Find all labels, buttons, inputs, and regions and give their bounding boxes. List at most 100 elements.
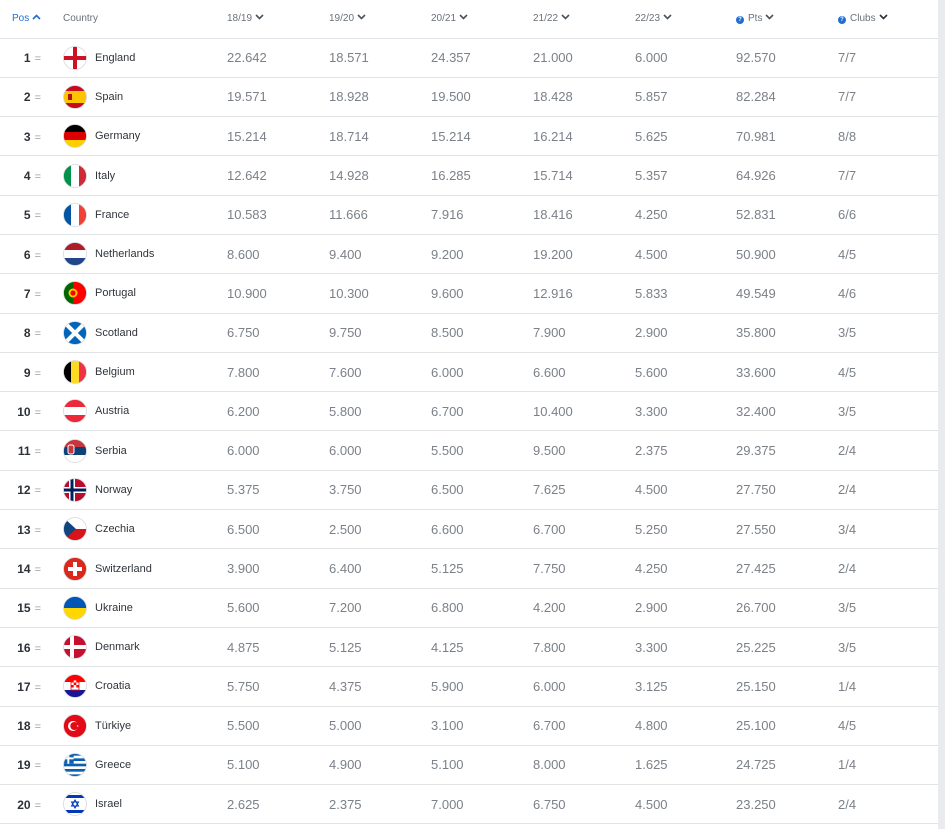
sort-by-season-2021-header[interactable]: 20/21 (421, 0, 523, 39)
country-cell[interactable]: Austria (53, 391, 217, 432)
table-row[interactable]: 19 = Greece 5.100 4.900 5.100 8.000 1.625 24.725… (0, 745, 938, 786)
info-icon[interactable]: ? (838, 16, 846, 25)
country-cell[interactable]: Scotland (53, 313, 217, 353)
portugal-flag-icon (63, 281, 87, 306)
position-number: 18 (17, 719, 31, 734)
table-row[interactable]: 5 = France 10.583 11.666 7.916 18.416 4.250 52.8… (0, 195, 938, 235)
country-cell[interactable]: Serbia (53, 430, 217, 471)
table-row[interactable]: 8 = Scotland 6.750 9.750 8.500 7.900 2.900 35.80… (0, 313, 938, 353)
table-row[interactable]: 9 = Belgium 7.800 7.600 6.000 6.600 5.600 33.600… (0, 352, 938, 393)
country-name[interactable]: France (95, 208, 130, 221)
sort-by-season-1819-header[interactable]: 18/19 (217, 0, 319, 39)
season-score-cell: 5.500 (421, 430, 523, 471)
country-cell[interactable]: Netherlands (53, 234, 217, 275)
table-row[interactable]: 11 = Serbia 6.000 6.000 5.500 9.500 2.375 29.375… (0, 430, 938, 471)
table-row[interactable]: 16 = Denmark 4.875 5.125 4.125 7.800 3.300 25.22… (0, 627, 938, 668)
country-name[interactable]: Austria (95, 405, 130, 418)
country-cell[interactable]: Türkiye (53, 706, 217, 746)
season-header-label: 20/21 (431, 13, 457, 25)
country-name[interactable]: Croatia (95, 680, 131, 693)
country-cell[interactable]: Switzerland (53, 548, 217, 589)
unchanged-icon: = (34, 53, 41, 66)
country-cell[interactable]: Denmark (53, 627, 217, 668)
country-name[interactable]: England (95, 51, 136, 64)
country-name[interactable]: Serbia (95, 444, 127, 457)
sort-by-pts-header[interactable]: ? Pts (728, 0, 830, 39)
season-score-cell: 18.571 (319, 38, 421, 78)
clubs-cell: 8/8 (830, 116, 938, 157)
country-cell[interactable]: Croatia (53, 666, 217, 707)
country-name[interactable]: Italy (95, 169, 116, 182)
season-score-cell: 18.416 (523, 195, 625, 235)
country-name[interactable]: Czechia (95, 523, 135, 536)
table-row[interactable]: 6 = Netherlands 8.600 9.400 9.200 19.200 4.500 5… (0, 234, 938, 275)
season-score-cell: 10.400 (523, 391, 625, 432)
country-name[interactable]: Germany (95, 130, 141, 143)
table-row[interactable]: 2 = Spain 19.571 18.928 19.500 18.428 5.857 82.2… (0, 77, 938, 118)
season-score-cell: 4.500 (625, 784, 728, 825)
sort-by-season-2122-header[interactable]: 21/22 (523, 0, 625, 39)
season-score-cell: 5.900 (421, 666, 523, 707)
season-header-label: 22/23 (635, 13, 661, 25)
country-name[interactable]: Belgium (95, 366, 135, 379)
season-score-cell: 11.666 (319, 195, 421, 235)
country-cell[interactable]: France (53, 195, 217, 235)
sort-by-season-2223-header[interactable]: 22/23 (625, 0, 728, 39)
season-score-cell: 2.375 (625, 430, 728, 471)
total-points-cell: 27.750 (728, 470, 830, 511)
table-row[interactable]: 17 = Croatia 5.750 4.375 5.900 6.000 3.125 25.15… (0, 666, 938, 707)
clubs-cell: 3/5 (830, 627, 938, 668)
table-row[interactable]: 1 = England 22.642 18.571 24.357 21.000 6.000 92… (0, 38, 938, 78)
country-name[interactable]: Israel (95, 798, 122, 811)
unchanged-icon: = (34, 249, 41, 262)
country-cell[interactable]: Norway (53, 470, 217, 511)
position-number: 2 (23, 90, 31, 105)
country-cell[interactable]: Czechia (53, 509, 217, 550)
clubs-cell: 3/5 (830, 391, 938, 432)
season-score-cell: 3.900 (217, 548, 319, 589)
season-score-cell: 6.000 (319, 430, 421, 471)
table-row[interactable]: 15 = Ukraine 5.600 7.200 6.800 4.200 2.900 26.70… (0, 588, 938, 628)
country-name[interactable]: Portugal (95, 287, 136, 300)
season-score-cell: 1.625 (625, 745, 728, 786)
country-name[interactable]: Norway (95, 483, 133, 496)
table-row[interactable]: 7 = Portugal 10.900 10.300 9.600 12.916 5.833 49… (0, 273, 938, 314)
country-cell[interactable]: Spain (53, 77, 217, 118)
country-cell[interactable]: Greece (53, 745, 217, 786)
country-name[interactable]: Netherlands (95, 248, 155, 261)
table-row[interactable]: 13 = Czechia 6.500 2.500 6.600 6.700 5.250 27.55… (0, 509, 938, 550)
chevron-down-icon (561, 14, 570, 20)
unchanged-icon: = (34, 524, 41, 537)
table-row[interactable]: 4 = Italy 12.642 14.928 16.285 15.714 5.357 64.9… (0, 155, 938, 196)
season-score-cell: 19.200 (523, 234, 625, 275)
season-score-cell: 5.125 (421, 548, 523, 589)
country-cell[interactable]: Ukraine (53, 588, 217, 628)
country-cell[interactable]: Belgium (53, 352, 217, 393)
country-name[interactable]: Spain (95, 90, 124, 103)
country-name[interactable]: Türkiye (95, 719, 132, 732)
sort-by-clubs-header[interactable]: ? Clubs (830, 0, 938, 39)
table-row[interactable]: 18 = Türkiye 5.500 5.000 3.100 6.700 4.800 25.10… (0, 706, 938, 746)
country-cell[interactable]: Italy (53, 155, 217, 196)
country-cell[interactable]: England (53, 38, 217, 78)
table-row[interactable]: 20 = Israel 2.625 2.375 7.000 6.750 4.500 23.250… (0, 784, 938, 825)
country-cell[interactable]: Israel (53, 784, 217, 825)
position-number: 15 (17, 601, 31, 616)
sort-by-pos-header[interactable]: Pos (0, 0, 53, 39)
country-name[interactable]: Switzerland (95, 562, 152, 575)
country-cell[interactable]: Portugal (53, 273, 217, 314)
table-row[interactable]: 14 = Switzerland 3.900 6.400 5.125 7.750 4.250 2… (0, 548, 938, 589)
country-cell[interactable]: Germany (53, 116, 217, 157)
total-points-cell: 49.549 (728, 273, 830, 314)
country-name[interactable]: Scotland (95, 326, 138, 339)
country-name[interactable]: Denmark (95, 641, 140, 654)
sort-by-season-1920-header[interactable]: 19/20 (319, 0, 421, 39)
table-row[interactable]: 12 = Norway 5.375 3.750 6.500 7.625 4.500 27.750… (0, 470, 938, 511)
table-row[interactable]: 3 = Germany 15.214 18.714 15.214 16.214 5.625 70… (0, 116, 938, 157)
country-name[interactable]: Ukraine (95, 601, 133, 614)
position-number: 11 (17, 444, 31, 459)
info-icon[interactable]: ? (736, 16, 744, 25)
table-row[interactable]: 10 = Austria 6.200 5.800 6.700 10.400 3.300 32.4… (0, 391, 938, 432)
scrollbar-track[interactable] (938, 0, 945, 829)
country-name[interactable]: Greece (95, 758, 132, 771)
